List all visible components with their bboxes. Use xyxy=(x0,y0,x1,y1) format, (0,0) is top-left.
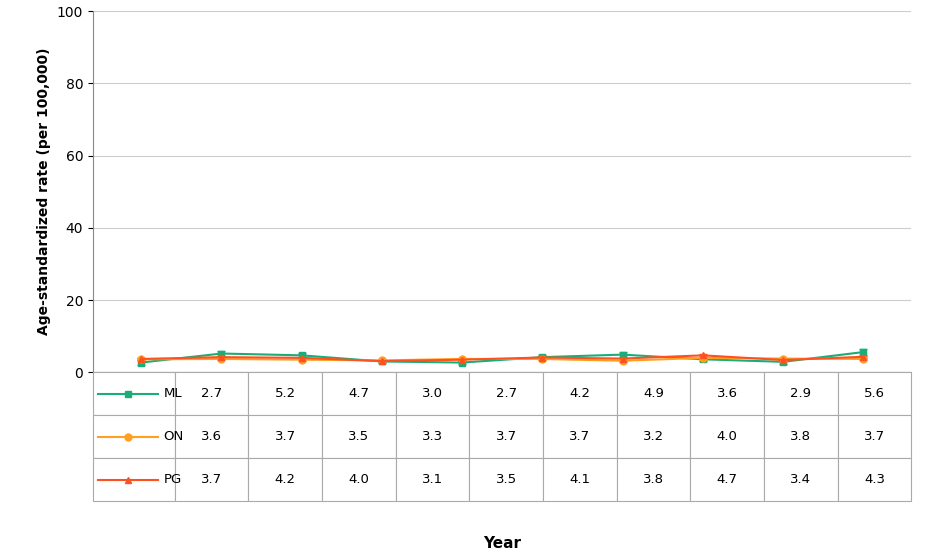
Y-axis label: Age-standardized rate (per 100,000): Age-standardized rate (per 100,000) xyxy=(37,48,51,335)
Text: ML: ML xyxy=(164,387,182,400)
Text: PG: PG xyxy=(164,473,182,486)
Text: Year: Year xyxy=(484,536,521,551)
Text: ON: ON xyxy=(164,431,184,443)
